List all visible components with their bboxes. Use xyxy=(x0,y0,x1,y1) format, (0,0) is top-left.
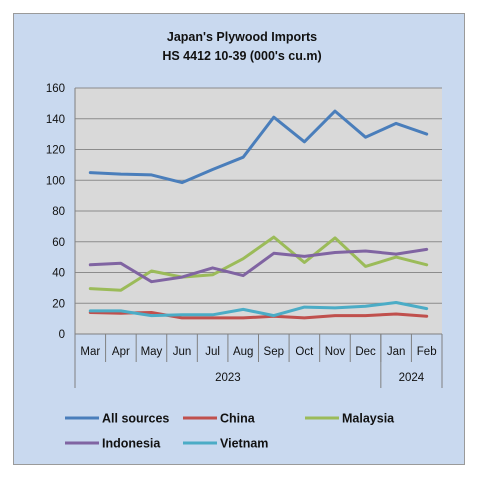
legend-label: Malaysia xyxy=(342,412,395,426)
y-tick-label: 100 xyxy=(46,175,65,187)
series-line xyxy=(88,109,429,185)
legend-label: Vietnam xyxy=(220,437,268,451)
x-tick-label: Sep xyxy=(264,346,284,358)
y-tick-label: 0 xyxy=(59,329,65,341)
y-tick-label: 80 xyxy=(52,206,65,218)
y-tick-label: 20 xyxy=(52,298,65,310)
series-line xyxy=(88,235,429,292)
year-label: 2024 xyxy=(399,372,425,384)
y-tick-label: 120 xyxy=(46,145,65,157)
x-tick-label: Jul xyxy=(205,346,220,358)
legend-label: China xyxy=(220,412,256,426)
series-line xyxy=(88,247,429,284)
x-tick-label: Jun xyxy=(173,346,192,358)
y-tick-label: 40 xyxy=(52,268,65,280)
x-tick-label: Aug xyxy=(233,346,253,358)
legend-label: Indonesia xyxy=(102,437,161,451)
x-tick-label: Dec xyxy=(355,346,376,358)
y-tick-label: 160 xyxy=(46,83,65,95)
x-tick-label: Mar xyxy=(80,346,100,358)
x-tick-label: Apr xyxy=(112,346,130,358)
series-line xyxy=(88,311,429,320)
chart-subtitle: HS 4412 10-39 (000's cu.m) xyxy=(162,49,322,63)
x-tick-label: Feb xyxy=(417,346,437,358)
x-tick-label: Nov xyxy=(325,346,346,358)
series-line xyxy=(88,301,429,318)
year-label: 2023 xyxy=(215,372,241,384)
x-tick-label: May xyxy=(141,346,163,358)
x-tick-label: Jan xyxy=(387,346,406,358)
y-tick-label: 140 xyxy=(46,114,65,126)
y-tick-label: 60 xyxy=(52,237,65,249)
legend-label: All sources xyxy=(102,412,169,426)
chart-title: Japan's Plywood Imports xyxy=(166,30,318,44)
x-tick-label: Oct xyxy=(295,346,314,358)
